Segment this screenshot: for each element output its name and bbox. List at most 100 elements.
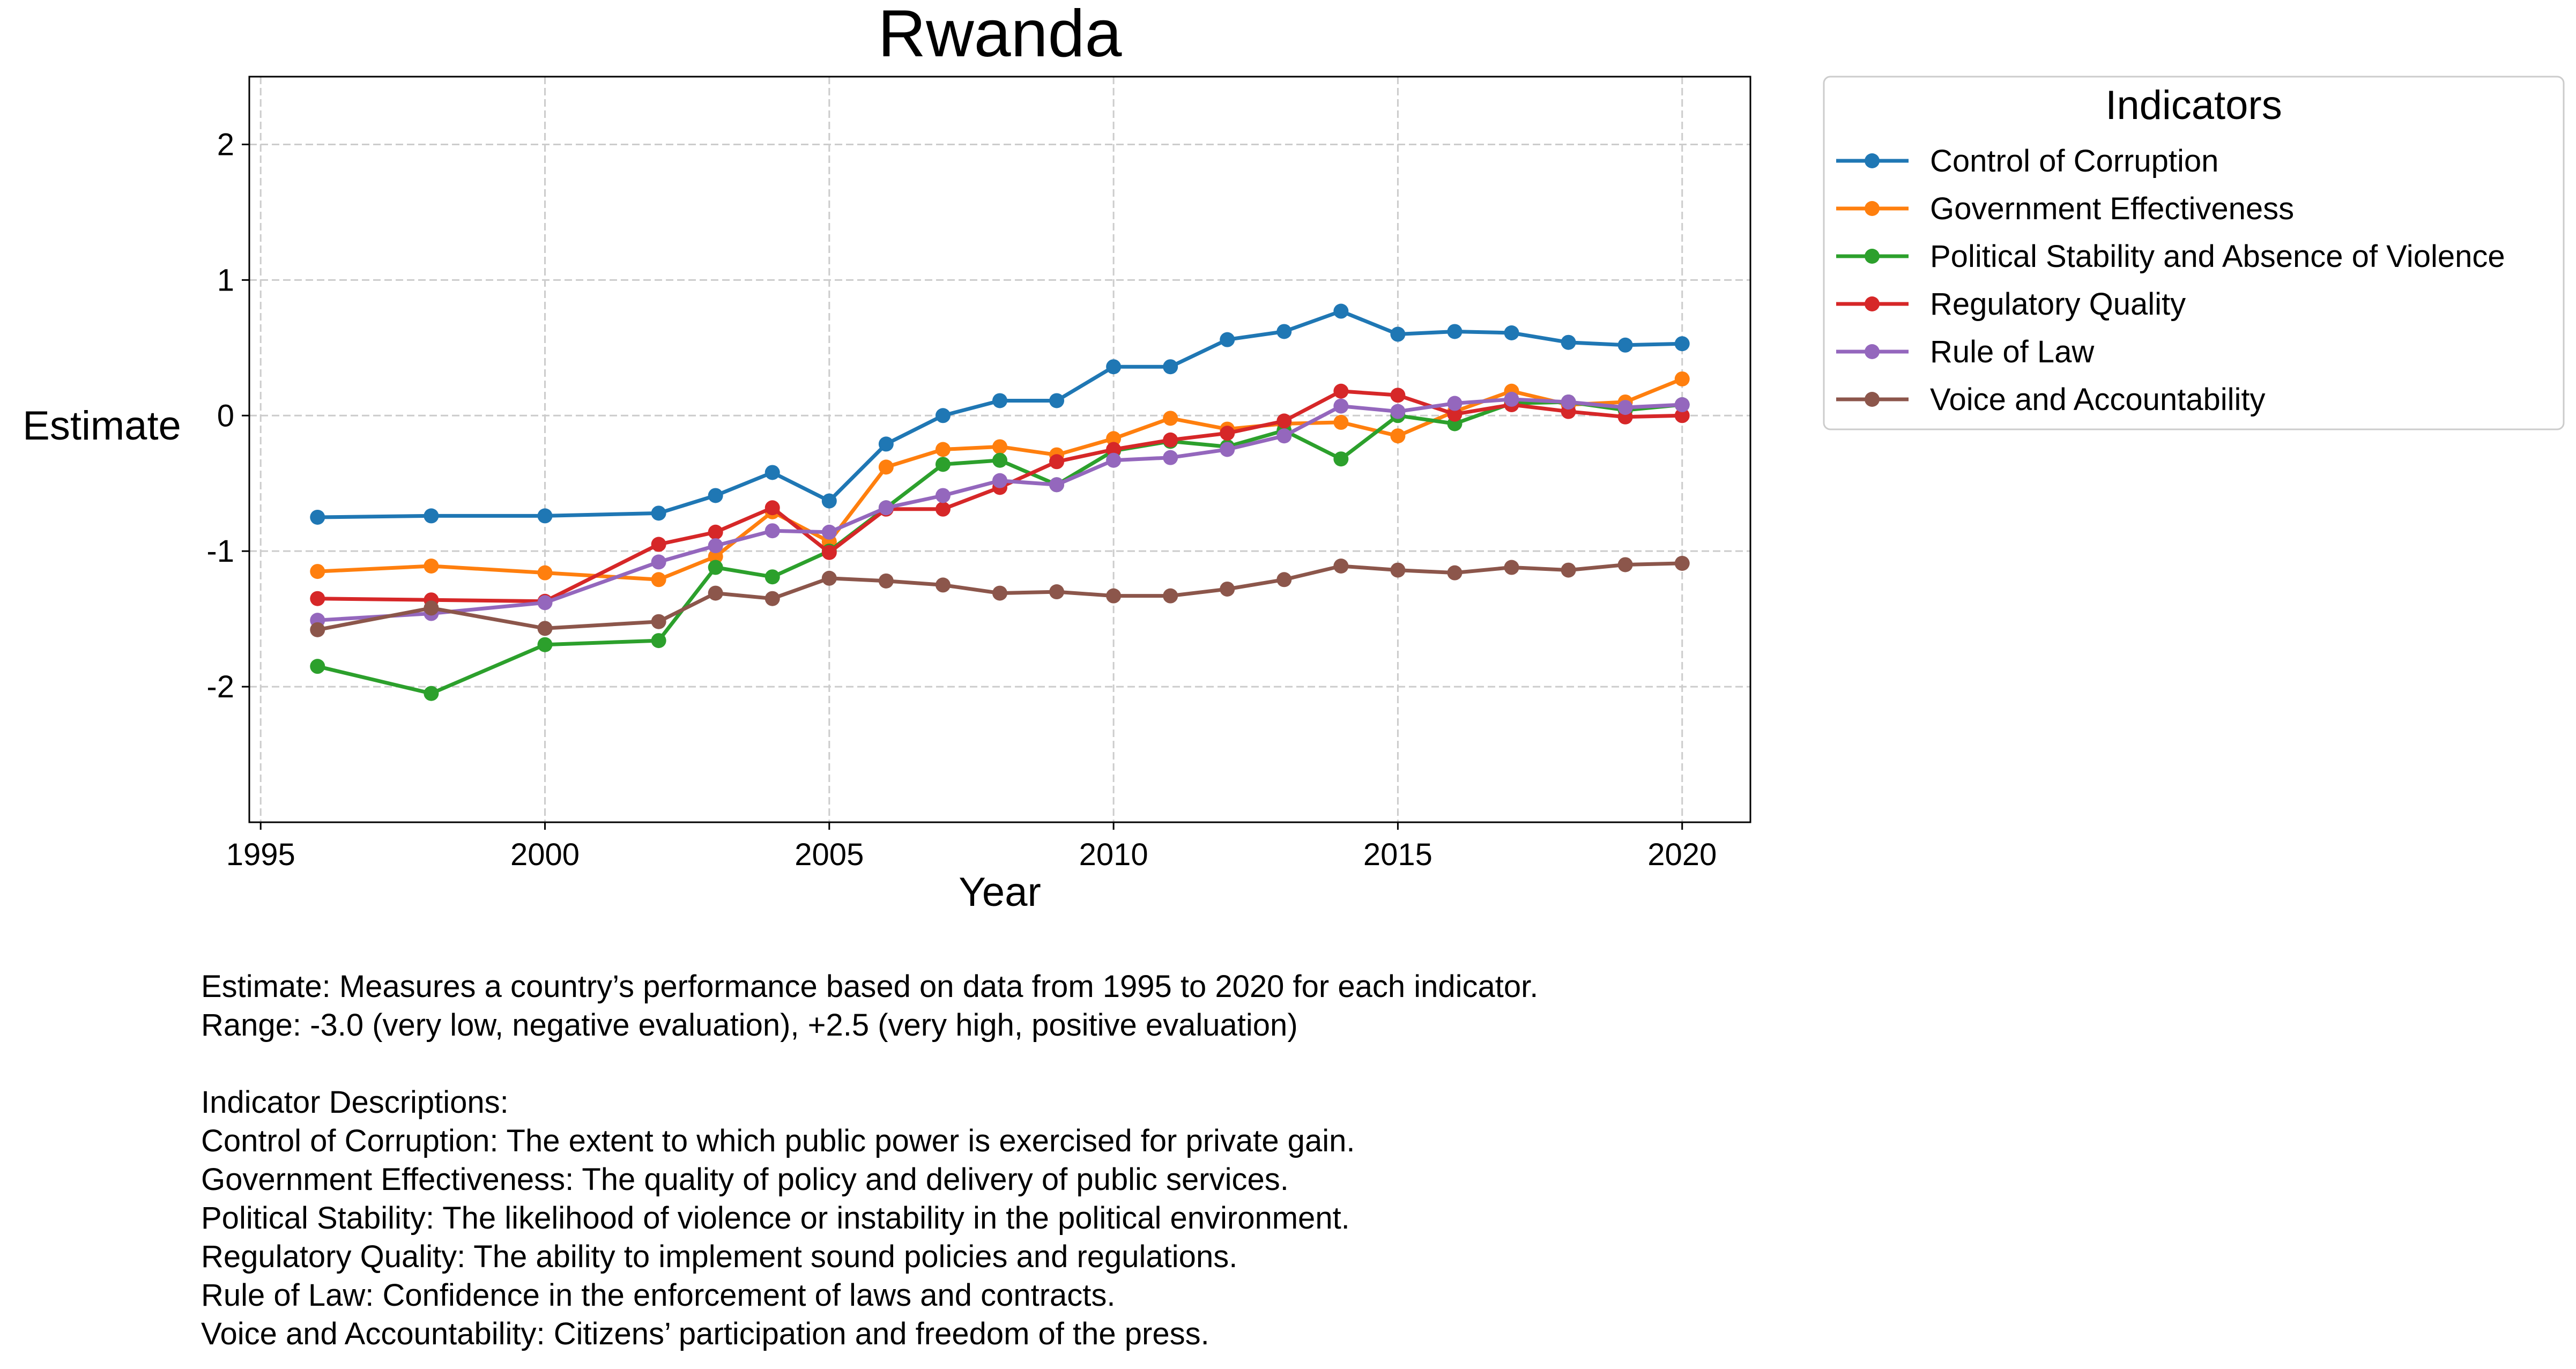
data-point [1220, 332, 1235, 347]
data-point [1447, 565, 1463, 581]
data-point [878, 500, 894, 516]
legend-entry: Control of Corruption [1836, 144, 2218, 178]
legend-swatch-marker [1865, 344, 1880, 359]
data-point [764, 465, 780, 480]
data-point [878, 436, 894, 452]
data-point [651, 572, 666, 587]
data-point [1106, 359, 1122, 375]
data-point [878, 573, 894, 589]
x-tick-label: 2020 [1647, 837, 1717, 872]
note-estimate: Estimate: Measures a country’s performan… [201, 969, 1539, 1004]
data-point [708, 538, 723, 554]
data-point [1390, 404, 1406, 419]
data-point [708, 585, 723, 601]
legend-label: Government Effectiveness [1930, 191, 2294, 226]
data-point [1106, 588, 1122, 604]
data-point [1504, 325, 1519, 340]
data-point [1561, 334, 1576, 350]
data-point [310, 591, 325, 606]
data-point [1106, 442, 1122, 457]
x-tick-label: 2005 [795, 837, 864, 872]
data-point [1617, 400, 1633, 415]
data-point [764, 523, 780, 539]
plot-area-frame [248, 76, 1751, 823]
data-point [1447, 396, 1463, 411]
data-point [1163, 359, 1178, 375]
data-point [1220, 581, 1235, 597]
data-point [935, 457, 951, 472]
y-axis-label: Estimate [23, 403, 181, 449]
data-point [1561, 562, 1576, 578]
data-point [424, 600, 439, 616]
legend-label: Voice and Accountability [1930, 382, 2266, 417]
data-point [1333, 398, 1349, 414]
data-point [1049, 584, 1065, 600]
note-description: Government Effectiveness: The quality of… [201, 1162, 1289, 1197]
legend: Indicators Control of Corruption Governme… [1823, 76, 2565, 430]
data-point [1617, 337, 1633, 353]
data-point [1049, 393, 1065, 408]
series-line [317, 309, 1682, 519]
data-point [708, 549, 723, 564]
y-axis-ticks: -2 -1 0 1 2 [206, 127, 249, 704]
data-point [935, 501, 951, 517]
legend-label: Political Stability and Absence of Viole… [1930, 239, 2505, 274]
note-description: Political Stability: The likelihood of v… [201, 1201, 1350, 1236]
series-layer [310, 303, 1690, 701]
x-tick-label: 2010 [1079, 837, 1148, 872]
data-point [1106, 431, 1122, 447]
data-point [1163, 450, 1178, 465]
legend-entries: Control of Corruption Government Effectiv… [1836, 144, 2505, 417]
x-tick-label: 1995 [226, 837, 295, 872]
data-point [651, 537, 666, 552]
data-point [764, 591, 780, 606]
note-description: Regulatory Quality: The ability to imple… [201, 1239, 1238, 1274]
data-point [424, 686, 439, 701]
data-point [992, 393, 1007, 408]
legend-entry: Voice and Accountability [1836, 382, 2266, 417]
data-point [708, 524, 723, 540]
data-point [310, 659, 325, 674]
series-6 [310, 555, 1690, 637]
data-point [1049, 454, 1065, 470]
notes-spacer [201, 1045, 1538, 1083]
data-point [935, 442, 951, 457]
legend-entry: Political Stability and Absence of Viole… [1836, 239, 2505, 274]
data-point [1333, 383, 1349, 399]
data-point [537, 595, 553, 611]
y-tick-label: 1 [217, 263, 234, 297]
data-point [1504, 560, 1519, 575]
data-point [992, 585, 1007, 601]
data-point [1276, 413, 1292, 429]
legend-label: Rule of Law [1930, 334, 2095, 369]
data-point [1447, 324, 1463, 339]
data-point [1390, 326, 1406, 342]
data-point [821, 493, 837, 509]
data-point [1674, 555, 1690, 571]
data-point [708, 488, 723, 503]
data-point [1674, 336, 1690, 352]
data-point [764, 569, 780, 585]
data-point [1163, 432, 1178, 448]
legend-frame [1823, 76, 2565, 430]
data-point [537, 565, 553, 581]
series-4 [310, 383, 1690, 609]
legend-label: Control of Corruption [1930, 144, 2218, 178]
legend-swatch-marker [1865, 249, 1880, 264]
note-range: Range: -3.0 (very low, negative evaluati… [201, 1008, 1298, 1043]
series-line [317, 400, 1683, 696]
data-point [424, 559, 439, 574]
note-description: Voice and Accountability: Citizens’ part… [201, 1316, 1209, 1351]
data-point [1220, 442, 1235, 457]
data-point [764, 500, 780, 516]
series-line [317, 389, 1682, 604]
data-point [1561, 394, 1576, 410]
note-descriptions-heading: Indicator Descriptions: [201, 1085, 509, 1120]
data-point [1390, 562, 1406, 578]
x-axis-label: Year [959, 869, 1041, 915]
data-point [1390, 428, 1406, 444]
data-point [1333, 303, 1349, 319]
legend-label: Regulatory Quality [1930, 287, 2186, 322]
legend-swatch-marker [1865, 392, 1880, 407]
y-tick-label: -2 [206, 669, 234, 704]
